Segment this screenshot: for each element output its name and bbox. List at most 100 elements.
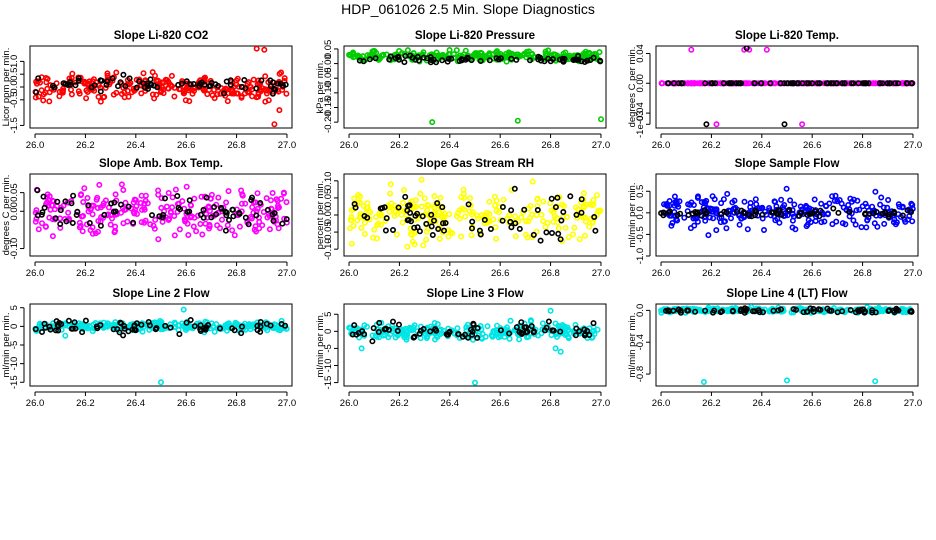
- slope-point: [818, 200, 825, 207]
- panel-title: Slope Sample Flow: [735, 158, 840, 170]
- reference-point: [369, 338, 376, 345]
- slope-point: [440, 327, 447, 334]
- reference-point: [395, 321, 402, 328]
- reference-point: [174, 193, 181, 200]
- reference-point: [38, 211, 45, 218]
- slope-point: [197, 221, 204, 228]
- slope-point: [486, 211, 493, 218]
- panel-title: Slope Line 3 Flow: [426, 288, 523, 300]
- reference-point: [702, 80, 709, 87]
- reference-point: [513, 324, 520, 331]
- chart-panel: Slope Amb. Box Temp. degrees C per min. 26…: [1, 158, 296, 279]
- reference-point: [110, 208, 117, 215]
- slope-point: [274, 202, 281, 209]
- reference-point: [674, 212, 681, 219]
- reference-point: [537, 237, 544, 244]
- reference-point: [68, 200, 75, 207]
- slope-point: [705, 232, 712, 239]
- slope-point: [805, 217, 812, 224]
- slope-point: [165, 217, 172, 224]
- plot-frame: [655, 303, 919, 387]
- reference-point: [545, 318, 552, 325]
- slope-point: [472, 50, 479, 57]
- slope-point: [104, 212, 111, 219]
- slope-point: [97, 98, 104, 105]
- panel-title: Slope Line 4 (LT) Flow: [726, 288, 847, 300]
- reference-point: [120, 71, 127, 78]
- y-tick-label: 0.05: [323, 40, 334, 59]
- reference-point: [411, 333, 418, 340]
- points-group: [658, 46, 916, 128]
- slope-point: [65, 209, 72, 216]
- slope-point: [569, 231, 576, 238]
- x-tick-label: 27.0: [904, 140, 923, 151]
- slope-point: [533, 212, 540, 219]
- slope-point: [151, 319, 158, 326]
- reference-point: [587, 56, 594, 63]
- x-tick-label: 26.0: [340, 268, 359, 279]
- slope-point: [79, 228, 86, 235]
- reference-point: [470, 321, 477, 328]
- reference-point: [54, 198, 61, 205]
- slope-point: [418, 176, 425, 183]
- outlier-point: [62, 332, 69, 339]
- slope-point: [539, 320, 546, 327]
- reference-point: [272, 86, 279, 93]
- reference-point: [777, 306, 784, 313]
- slope-point: [365, 208, 372, 215]
- x-tick-label: 27.0: [904, 268, 923, 279]
- slope-point: [493, 235, 500, 242]
- slope-point: [149, 69, 156, 76]
- reference-point: [804, 211, 811, 218]
- slope-point: [182, 326, 189, 333]
- slope-point: [274, 205, 281, 212]
- slope-point: [361, 231, 368, 238]
- slope-point: [68, 91, 75, 98]
- slope-point: [225, 322, 232, 329]
- reference-point: [742, 307, 749, 314]
- plot-frame: [343, 45, 607, 129]
- slope-point: [242, 200, 249, 207]
- slope-point: [512, 213, 519, 220]
- slope-point: [880, 204, 887, 211]
- slope-point: [552, 51, 559, 58]
- reference-point: [816, 80, 823, 87]
- reference-point: [149, 212, 156, 219]
- slope-point: [180, 90, 187, 97]
- reference-point: [575, 52, 582, 59]
- plot-frame: [343, 173, 607, 257]
- reference-point: [267, 83, 274, 90]
- slope-point: [44, 75, 51, 82]
- reference-point: [458, 56, 465, 63]
- slope-point: [89, 328, 96, 335]
- slope-point: [527, 317, 534, 324]
- slope-point: [185, 232, 192, 239]
- reference-point: [231, 327, 238, 334]
- reference-point: [429, 232, 436, 239]
- outlier-point: [358, 345, 365, 352]
- reference-point: [414, 210, 421, 217]
- slope-point: [491, 193, 498, 200]
- reference-point: [401, 59, 408, 66]
- slope-point: [83, 323, 90, 330]
- x-tick-label: 27.0: [278, 268, 297, 279]
- slope-point: [253, 228, 260, 235]
- reference-point: [512, 220, 519, 227]
- reference-point: [34, 187, 41, 194]
- slope-point: [100, 202, 107, 209]
- slope-point: [158, 195, 165, 202]
- reference-point: [40, 193, 47, 200]
- y-axis-label: degrees C per min.: [627, 47, 638, 128]
- reference-point: [830, 205, 837, 212]
- reference-point: [217, 325, 224, 332]
- slope-point: [890, 219, 897, 226]
- slope-point: [160, 79, 167, 86]
- reference-point: [468, 225, 475, 232]
- reference-point: [382, 227, 389, 234]
- plot-frame: [655, 173, 919, 257]
- slope-point: [460, 190, 467, 197]
- reference-point: [777, 80, 784, 87]
- slope-point: [478, 212, 485, 219]
- reference-point: [592, 227, 599, 234]
- slope-point: [147, 221, 154, 228]
